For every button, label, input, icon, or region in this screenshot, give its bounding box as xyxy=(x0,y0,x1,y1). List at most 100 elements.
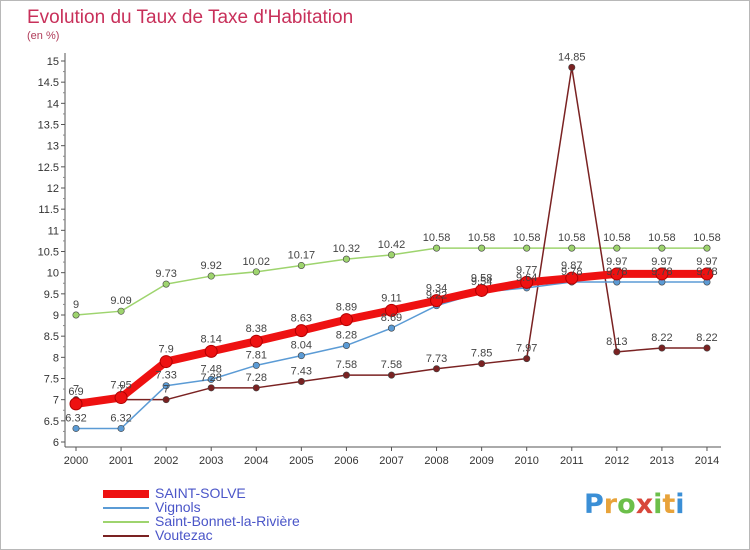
data-point-voutezac xyxy=(523,355,531,363)
y-tick-label: 14 xyxy=(47,98,59,110)
data-label-vignols: 6.32 xyxy=(65,412,86,424)
y-tick-label: 9.5 xyxy=(44,289,59,301)
data-point-saint-bonnet xyxy=(117,307,125,315)
data-label-saint-solve: 7.05 xyxy=(110,380,131,392)
y-tick-label: 6.5 xyxy=(44,416,59,428)
data-point-vignols xyxy=(387,324,395,332)
data-label-saint-solve: 8.63 xyxy=(291,313,312,325)
legend-swatch-saint-solve xyxy=(103,490,149,498)
y-tick-label: 13 xyxy=(47,141,59,153)
data-label-vignols: 9.78 xyxy=(606,266,627,278)
data-label-vignols: 7.33 xyxy=(155,370,176,382)
y-tick-label: 12.5 xyxy=(38,162,59,174)
data-point-saint-solve xyxy=(610,267,624,281)
data-point-saint-bonnet xyxy=(72,311,80,319)
data-point-vignols xyxy=(117,424,125,432)
data-point-voutezac xyxy=(613,348,621,356)
data-label-saint-bonnet: 10.58 xyxy=(693,232,721,244)
data-point-saint-bonnet xyxy=(342,255,350,263)
data-point-saint-bonnet xyxy=(613,244,621,252)
data-label-saint-bonnet: 10.58 xyxy=(648,232,676,244)
data-label-voutezac: 7.73 xyxy=(426,353,447,365)
data-point-saint-bonnet xyxy=(658,244,666,252)
y-tick-label: 10.5 xyxy=(38,247,59,259)
data-label-voutezac: 7 xyxy=(73,384,79,396)
data-label-vignols: 8.69 xyxy=(381,312,402,324)
data-point-voutezac xyxy=(568,63,576,71)
data-point-vignols xyxy=(72,424,80,432)
data-point-voutezac xyxy=(162,396,170,404)
data-label-saint-bonnet: 9.73 xyxy=(155,268,176,280)
data-point-saint-bonnet xyxy=(387,251,395,259)
data-point-saint-solve xyxy=(655,267,669,281)
y-tick-label: 7 xyxy=(53,395,59,407)
data-label-saint-bonnet: 10.58 xyxy=(513,232,541,244)
data-label-voutezac: 7.58 xyxy=(336,359,357,371)
x-tick-label: 2000 xyxy=(64,455,88,467)
data-point-saint-bonnet xyxy=(252,268,260,276)
data-point-saint-solve xyxy=(565,271,579,285)
data-point-saint-solve xyxy=(384,303,398,317)
data-label-saint-solve: 9.34 xyxy=(426,283,447,295)
data-point-vignols xyxy=(162,382,170,390)
data-label-voutezac: 7.58 xyxy=(381,359,402,371)
data-label-saint-bonnet: 9 xyxy=(73,299,79,311)
x-tick-label: 2014 xyxy=(695,455,719,467)
data-point-saint-bonnet xyxy=(207,272,215,280)
x-tick-label: 2012 xyxy=(605,455,629,467)
data-point-saint-solve xyxy=(294,324,308,338)
data-label-vignols: 9.78 xyxy=(651,266,672,278)
data-label-vignols: 8.28 xyxy=(336,329,357,341)
data-label-saint-solve: 6.9 xyxy=(68,386,83,398)
y-tick-label: 6 xyxy=(53,437,59,449)
y-tick-label: 12 xyxy=(47,183,59,195)
x-tick-label: 2001 xyxy=(109,455,133,467)
data-label-vignols: 8.04 xyxy=(291,340,312,352)
y-tick-label: 10 xyxy=(47,268,59,280)
data-label-voutezac: 7 xyxy=(118,384,124,396)
data-point-saint-solve xyxy=(339,313,353,327)
data-label-saint-solve: 9.97 xyxy=(651,256,672,268)
y-tick-label: 15 xyxy=(47,56,59,68)
data-label-vignols: 9.22 xyxy=(426,290,447,302)
data-label-saint-solve: 8.38 xyxy=(246,323,267,335)
data-label-vignols: 9.54 xyxy=(471,276,492,288)
data-point-voutezac xyxy=(342,371,350,379)
data-label-saint-bonnet: 10.58 xyxy=(468,232,496,244)
x-tick-label: 2006 xyxy=(334,455,358,467)
data-label-voutezac: 7.85 xyxy=(471,348,492,360)
x-tick-label: 2013 xyxy=(650,455,674,467)
data-label-saint-bonnet: 10.42 xyxy=(378,239,406,251)
data-label-saint-bonnet: 10.32 xyxy=(333,243,361,255)
chart-title: Evolution du Taux de Taxe d'Habitation xyxy=(27,7,354,28)
data-label-saint-bonnet: 9.09 xyxy=(110,295,131,307)
data-point-voutezac xyxy=(252,384,260,392)
legend-label-saint-bonnet: Saint-Bonnet-la-Rivière xyxy=(155,513,300,529)
legend-label-voutezac: Voutezac xyxy=(155,527,213,543)
proxiti-logo: Proxiti xyxy=(584,489,685,520)
x-tick-label: 2010 xyxy=(514,455,538,467)
data-label-vignols: 9.64 xyxy=(516,272,537,284)
data-point-saint-solve xyxy=(159,355,173,369)
x-tick-label: 2008 xyxy=(424,455,448,467)
legend-label-saint-solve: SAINT-SOLVE xyxy=(155,485,246,501)
data-label-saint-solve: 9.11 xyxy=(381,292,402,304)
data-point-voutezac xyxy=(207,384,215,392)
data-point-voutezac xyxy=(478,360,486,368)
data-label-voutezac: 14.85 xyxy=(558,51,586,63)
data-point-saint-solve xyxy=(520,275,534,289)
data-label-vignols: 6.32 xyxy=(110,412,131,424)
data-point-voutezac xyxy=(433,365,441,373)
data-label-saint-solve: 8.14 xyxy=(200,333,221,345)
data-point-saint-bonnet xyxy=(523,244,531,252)
data-point-voutezac xyxy=(658,344,666,352)
x-tick-label: 2007 xyxy=(379,455,403,467)
data-label-saint-bonnet: 10.58 xyxy=(423,232,451,244)
x-tick-label: 2004 xyxy=(244,455,268,467)
data-label-saint-bonnet: 10.17 xyxy=(288,249,316,261)
data-point-saint-bonnet xyxy=(703,244,711,252)
data-label-saint-bonnet: 10.58 xyxy=(558,232,586,244)
data-label-voutezac: 8.22 xyxy=(651,332,672,344)
data-point-vignols xyxy=(297,352,305,360)
data-label-voutezac: 7.43 xyxy=(291,365,312,377)
